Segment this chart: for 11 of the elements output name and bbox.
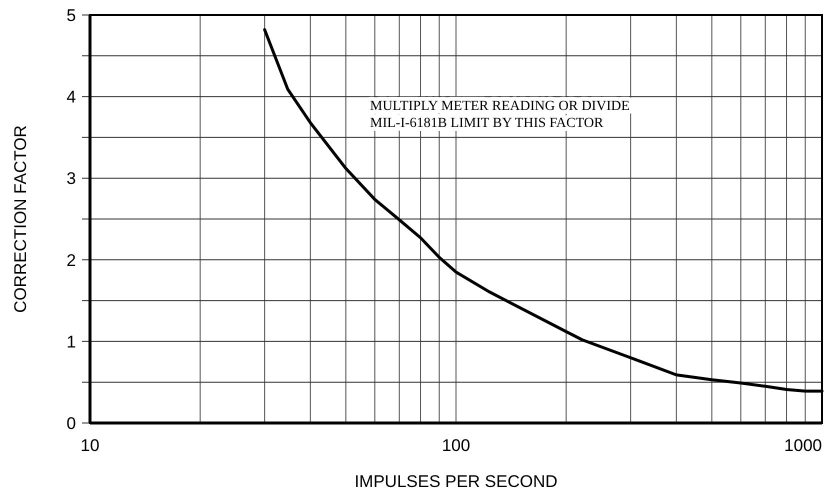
y-axis-title: CORRECTION FACTOR	[11, 125, 30, 313]
y-tick-label: 5	[66, 6, 76, 25]
x-tick-label: 100	[442, 436, 470, 455]
y-tick-label: 1	[66, 332, 76, 352]
x-tick-label: 1000	[784, 436, 822, 455]
y-tick-label: 3	[66, 169, 76, 188]
x-axis-title: IMPULSES PER SECOND	[354, 472, 558, 491]
x-tick-label: 10	[80, 436, 100, 455]
y-tick-label: 2	[66, 250, 76, 270]
y-tick-label: 4	[66, 88, 76, 107]
y-tick-label: 0	[66, 414, 76, 433]
